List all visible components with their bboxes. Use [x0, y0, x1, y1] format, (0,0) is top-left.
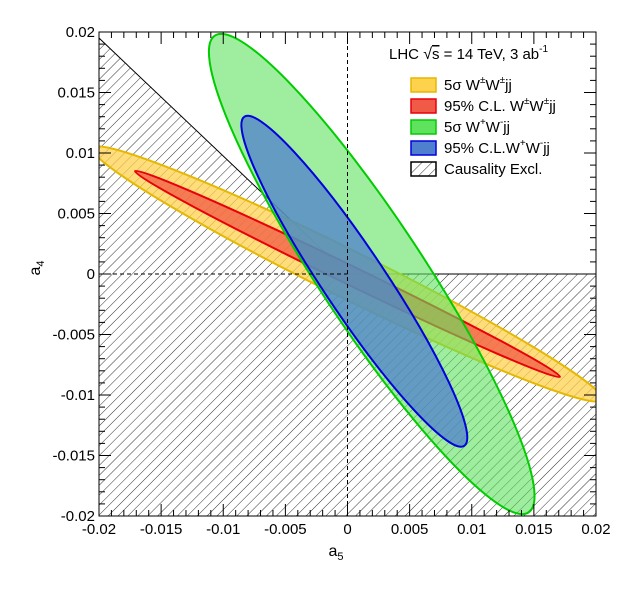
- legend-label: 95% C.L. W±W±jj: [444, 96, 556, 115]
- contour-95CL_WpWmjj: [240, 114, 469, 448]
- legend-swatch: [410, 119, 437, 135]
- legend-swatch: [410, 77, 437, 93]
- legend-label: 5σ W+W-jj: [444, 117, 510, 136]
- lhc-annotation: LHC √s = 14 TeV, 3 ab-1: [389, 44, 548, 63]
- x-tick-label: 0.02: [581, 521, 610, 538]
- y-tick-label: -0.005: [52, 327, 95, 344]
- y-tick-label: -0.015: [52, 448, 95, 465]
- y-tick-label: 0: [87, 266, 95, 283]
- legend-entry-95CL_WpmWpmjj: 95% C.L. W±W±jj: [410, 96, 556, 115]
- y-tick-label: 0.02: [66, 24, 95, 41]
- legend-swatch: [410, 140, 437, 156]
- x-axis-title: a5: [328, 543, 343, 563]
- x-tick-label: 0.005: [391, 521, 429, 538]
- y-tick-label: -0.01: [61, 387, 95, 404]
- legend-entry-5sigma_WpWmjj: 5σ W+W-jj: [410, 117, 510, 136]
- x-tick-label: 0: [343, 521, 351, 538]
- y-tick-label: 0.01: [66, 145, 95, 162]
- x-tick-label: -0.01: [206, 521, 240, 538]
- legend-swatch: [410, 161, 437, 177]
- legend-label: Causality Excl.: [444, 161, 542, 178]
- x-tick-label: -0.005: [264, 521, 307, 538]
- y-tick-label: 0.005: [57, 206, 95, 223]
- legend-label: 5σ W±W±jj: [444, 75, 512, 94]
- legend-swatch: [410, 98, 437, 114]
- x-tick-label: -0.015: [140, 521, 183, 538]
- y-tick-label: 0.015: [57, 85, 95, 102]
- x-tick-label: 0.01: [457, 521, 486, 538]
- y-axis-title: a4: [27, 260, 47, 275]
- legend-entry-causality: Causality Excl.: [410, 161, 542, 178]
- y-tick-label: -0.02: [61, 508, 95, 525]
- x-tick-label: 0.015: [515, 521, 553, 538]
- x-tick-label: -0.02: [82, 521, 116, 538]
- legend-label: 95% C.L.W+W-jj: [444, 138, 550, 157]
- legend-entry-95CL_WpWmjj: 95% C.L.W+W-jj: [410, 138, 550, 157]
- legend-entry-5sigma_WpmWpmjj: 5σ W±W±jj: [410, 75, 512, 94]
